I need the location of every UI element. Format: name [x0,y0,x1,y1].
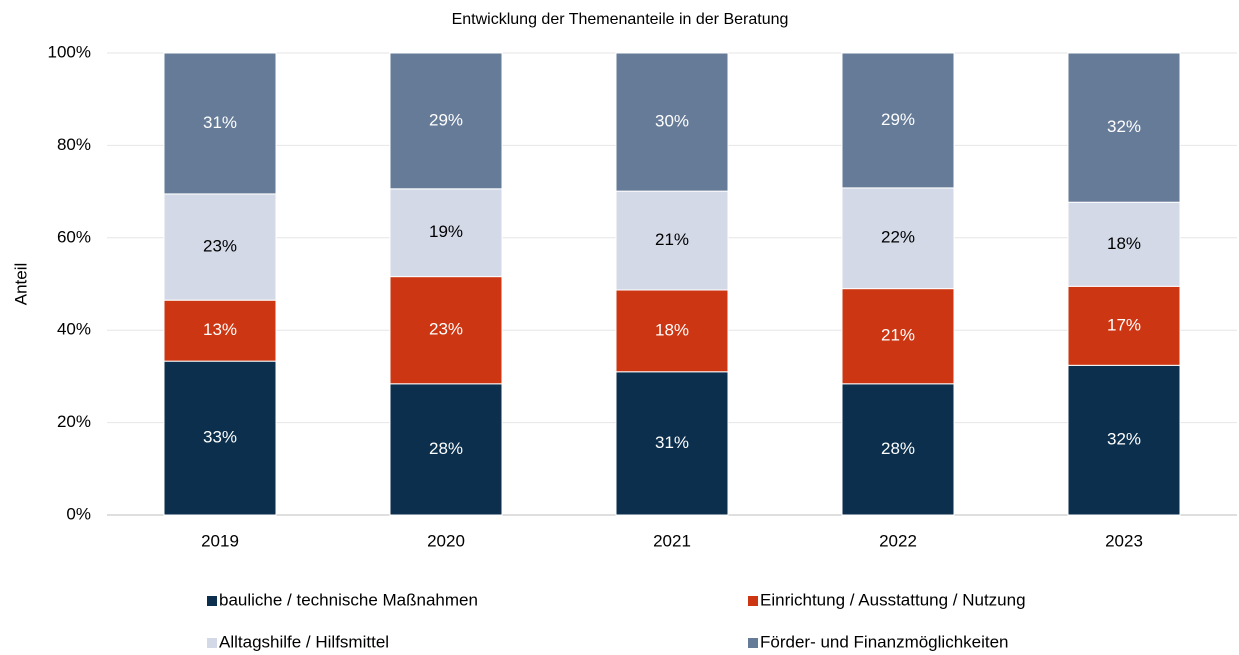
y-tick-label: 60% [57,227,91,246]
x-tick-label: 2019 [201,531,239,550]
x-tick-label: 2020 [427,531,465,550]
legend-swatch [207,596,217,606]
bar-segment [389,188,503,278]
data-label: 17% [1107,315,1141,334]
legend-swatch [748,638,758,648]
data-label: 31% [655,433,689,452]
data-label: 19% [429,222,463,241]
legend-label: Förder- und Finanzmöglichkeiten [760,632,1009,651]
data-label: 29% [881,110,915,129]
x-tick-label: 2023 [1105,531,1143,550]
y-axis-label: Anteil [11,263,30,306]
bar-segment [841,383,955,516]
data-label: 31% [203,113,237,132]
bar-segment [163,299,277,362]
bar-segment [1067,201,1181,287]
legend-swatch [748,596,758,606]
x-tick-label: 2022 [879,531,917,550]
bar-segment [163,52,277,195]
bar-segment [1067,52,1181,203]
data-label: 13% [203,320,237,339]
bar-segment [389,52,503,190]
data-label: 32% [1107,117,1141,136]
legend-label: Einrichtung / Ausstattung / Nutzung [760,590,1026,609]
bar-segment [615,190,729,291]
bar-segment [1067,285,1181,366]
y-tick-label: 80% [57,135,91,154]
bar-segment [389,383,503,516]
data-label: 23% [429,320,463,339]
data-label: 28% [429,439,463,458]
data-label: 21% [655,230,689,249]
y-tick-label: 0% [66,504,91,523]
data-label: 22% [881,228,915,247]
bar-segment [163,193,277,301]
bar-segment [615,289,729,373]
y-tick-label: 20% [57,412,91,431]
bar-segment [615,52,729,192]
bar-segment [163,360,277,516]
legend-label: Alltagshilfe / Hilfsmittel [219,632,389,651]
data-label: 18% [1107,234,1141,253]
chart-title: Entwicklung der Themenanteile in der Ber… [452,11,789,28]
legend-label: bauliche / technische Maßnahmen [219,590,478,609]
data-label: 32% [1107,430,1141,449]
data-label: 23% [203,237,237,256]
legend-swatch [207,638,217,648]
bar-segment [615,371,729,516]
y-tick-label: 100% [48,42,91,61]
bar-segment [1067,364,1181,516]
bar-segment [841,52,955,189]
bar-segment [389,276,503,385]
x-tick-label: 2021 [653,531,691,550]
bar-segment [841,288,955,385]
data-label: 29% [429,110,463,129]
data-label: 30% [655,112,689,131]
data-label: 28% [881,439,915,458]
data-label: 33% [203,428,237,447]
data-label: 18% [655,320,689,339]
y-tick-label: 40% [57,320,91,339]
data-label: 21% [881,326,915,345]
bar-segment [841,187,955,290]
